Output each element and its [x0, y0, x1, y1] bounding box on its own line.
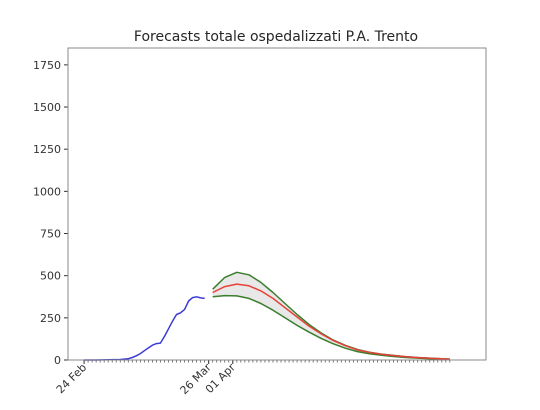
forecast-band-fill — [212, 272, 450, 360]
y-tick-label: 500 — [40, 270, 61, 283]
y-tick-label: 0 — [54, 354, 61, 367]
series-lines — [84, 271, 450, 361]
confidence-band — [212, 272, 450, 360]
y-tick-label: 1000 — [33, 185, 61, 198]
y-tick-label: 1250 — [33, 143, 61, 156]
y-axis: 0 250 500 750 1000 1250 1500 1750 — [33, 59, 68, 367]
plot-frame — [67, 47, 487, 361]
lower-bound-line — [212, 294, 450, 361]
y-tick-label: 250 — [40, 312, 61, 325]
y-tick-label: 1500 — [33, 101, 61, 114]
y-tick-label: 750 — [40, 228, 61, 241]
y-tick-label: 1750 — [33, 59, 61, 72]
observed-line — [84, 296, 205, 361]
forecast-line — [212, 283, 450, 360]
chart-title: Forecasts totale ospedalizzati P.A. Tren… — [134, 29, 418, 45]
